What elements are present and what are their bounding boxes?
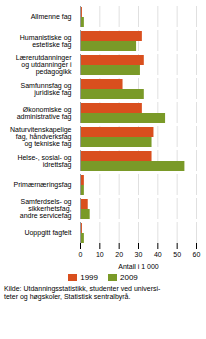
svg-text:Lærerutdanningerog utdanninger: Lærerutdanningerog utdanninger ipedagogi… bbox=[16, 54, 72, 76]
svg-text:Helse-, sosial- ogidrettsfag: Helse-, sosial- ogidrettsfag bbox=[17, 154, 71, 169]
svg-text:0: 0 bbox=[79, 251, 83, 258]
svg-text:Naturvitenskapeligefag, håndve: Naturvitenskapeligefag, håndverksfagog t… bbox=[10, 126, 72, 148]
svg-text:20: 20 bbox=[115, 251, 123, 258]
svg-text:40: 40 bbox=[154, 251, 162, 258]
svg-text:10: 10 bbox=[96, 251, 104, 258]
html-text:1999: 1999 bbox=[80, 273, 98, 282]
html-text:2009: 2009 bbox=[120, 273, 138, 282]
svg-text:Økonomiske ogadministrative fa: Økonomiske ogadministrative fag bbox=[17, 106, 72, 121]
svg-text:Humanistiske ogestetiske fag: Humanistiske ogestetiske fag bbox=[20, 34, 72, 49]
svg-text:Primærnæringsfag: Primærnæringsfag bbox=[14, 181, 72, 189]
svg-text:Antall i 1 000: Antall i 1 000 bbox=[118, 263, 159, 270]
svg-text:50: 50 bbox=[173, 251, 181, 258]
html-text:Kilde: Utdanningsstatistikk, s: Kilde: Utdanningsstatistikk, studenter v… bbox=[4, 285, 161, 301]
svg-text:30: 30 bbox=[135, 251, 143, 258]
svg-text:60: 60 bbox=[193, 251, 201, 258]
svg-text:Samfunnsfag ogjuridiske fag: Samfunnsfag ogjuridiske fag bbox=[21, 82, 72, 97]
svg-text:Allmenne fag: Allmenne fag bbox=[31, 13, 72, 21]
svg-text:Uoppgitt fagfelt: Uoppgitt fagfelt bbox=[24, 229, 71, 237]
svg-text:Samferdsels- ogsikkerhetsfag,a: Samferdsels- ogsikkerhetsfag,andre servi… bbox=[20, 198, 72, 220]
